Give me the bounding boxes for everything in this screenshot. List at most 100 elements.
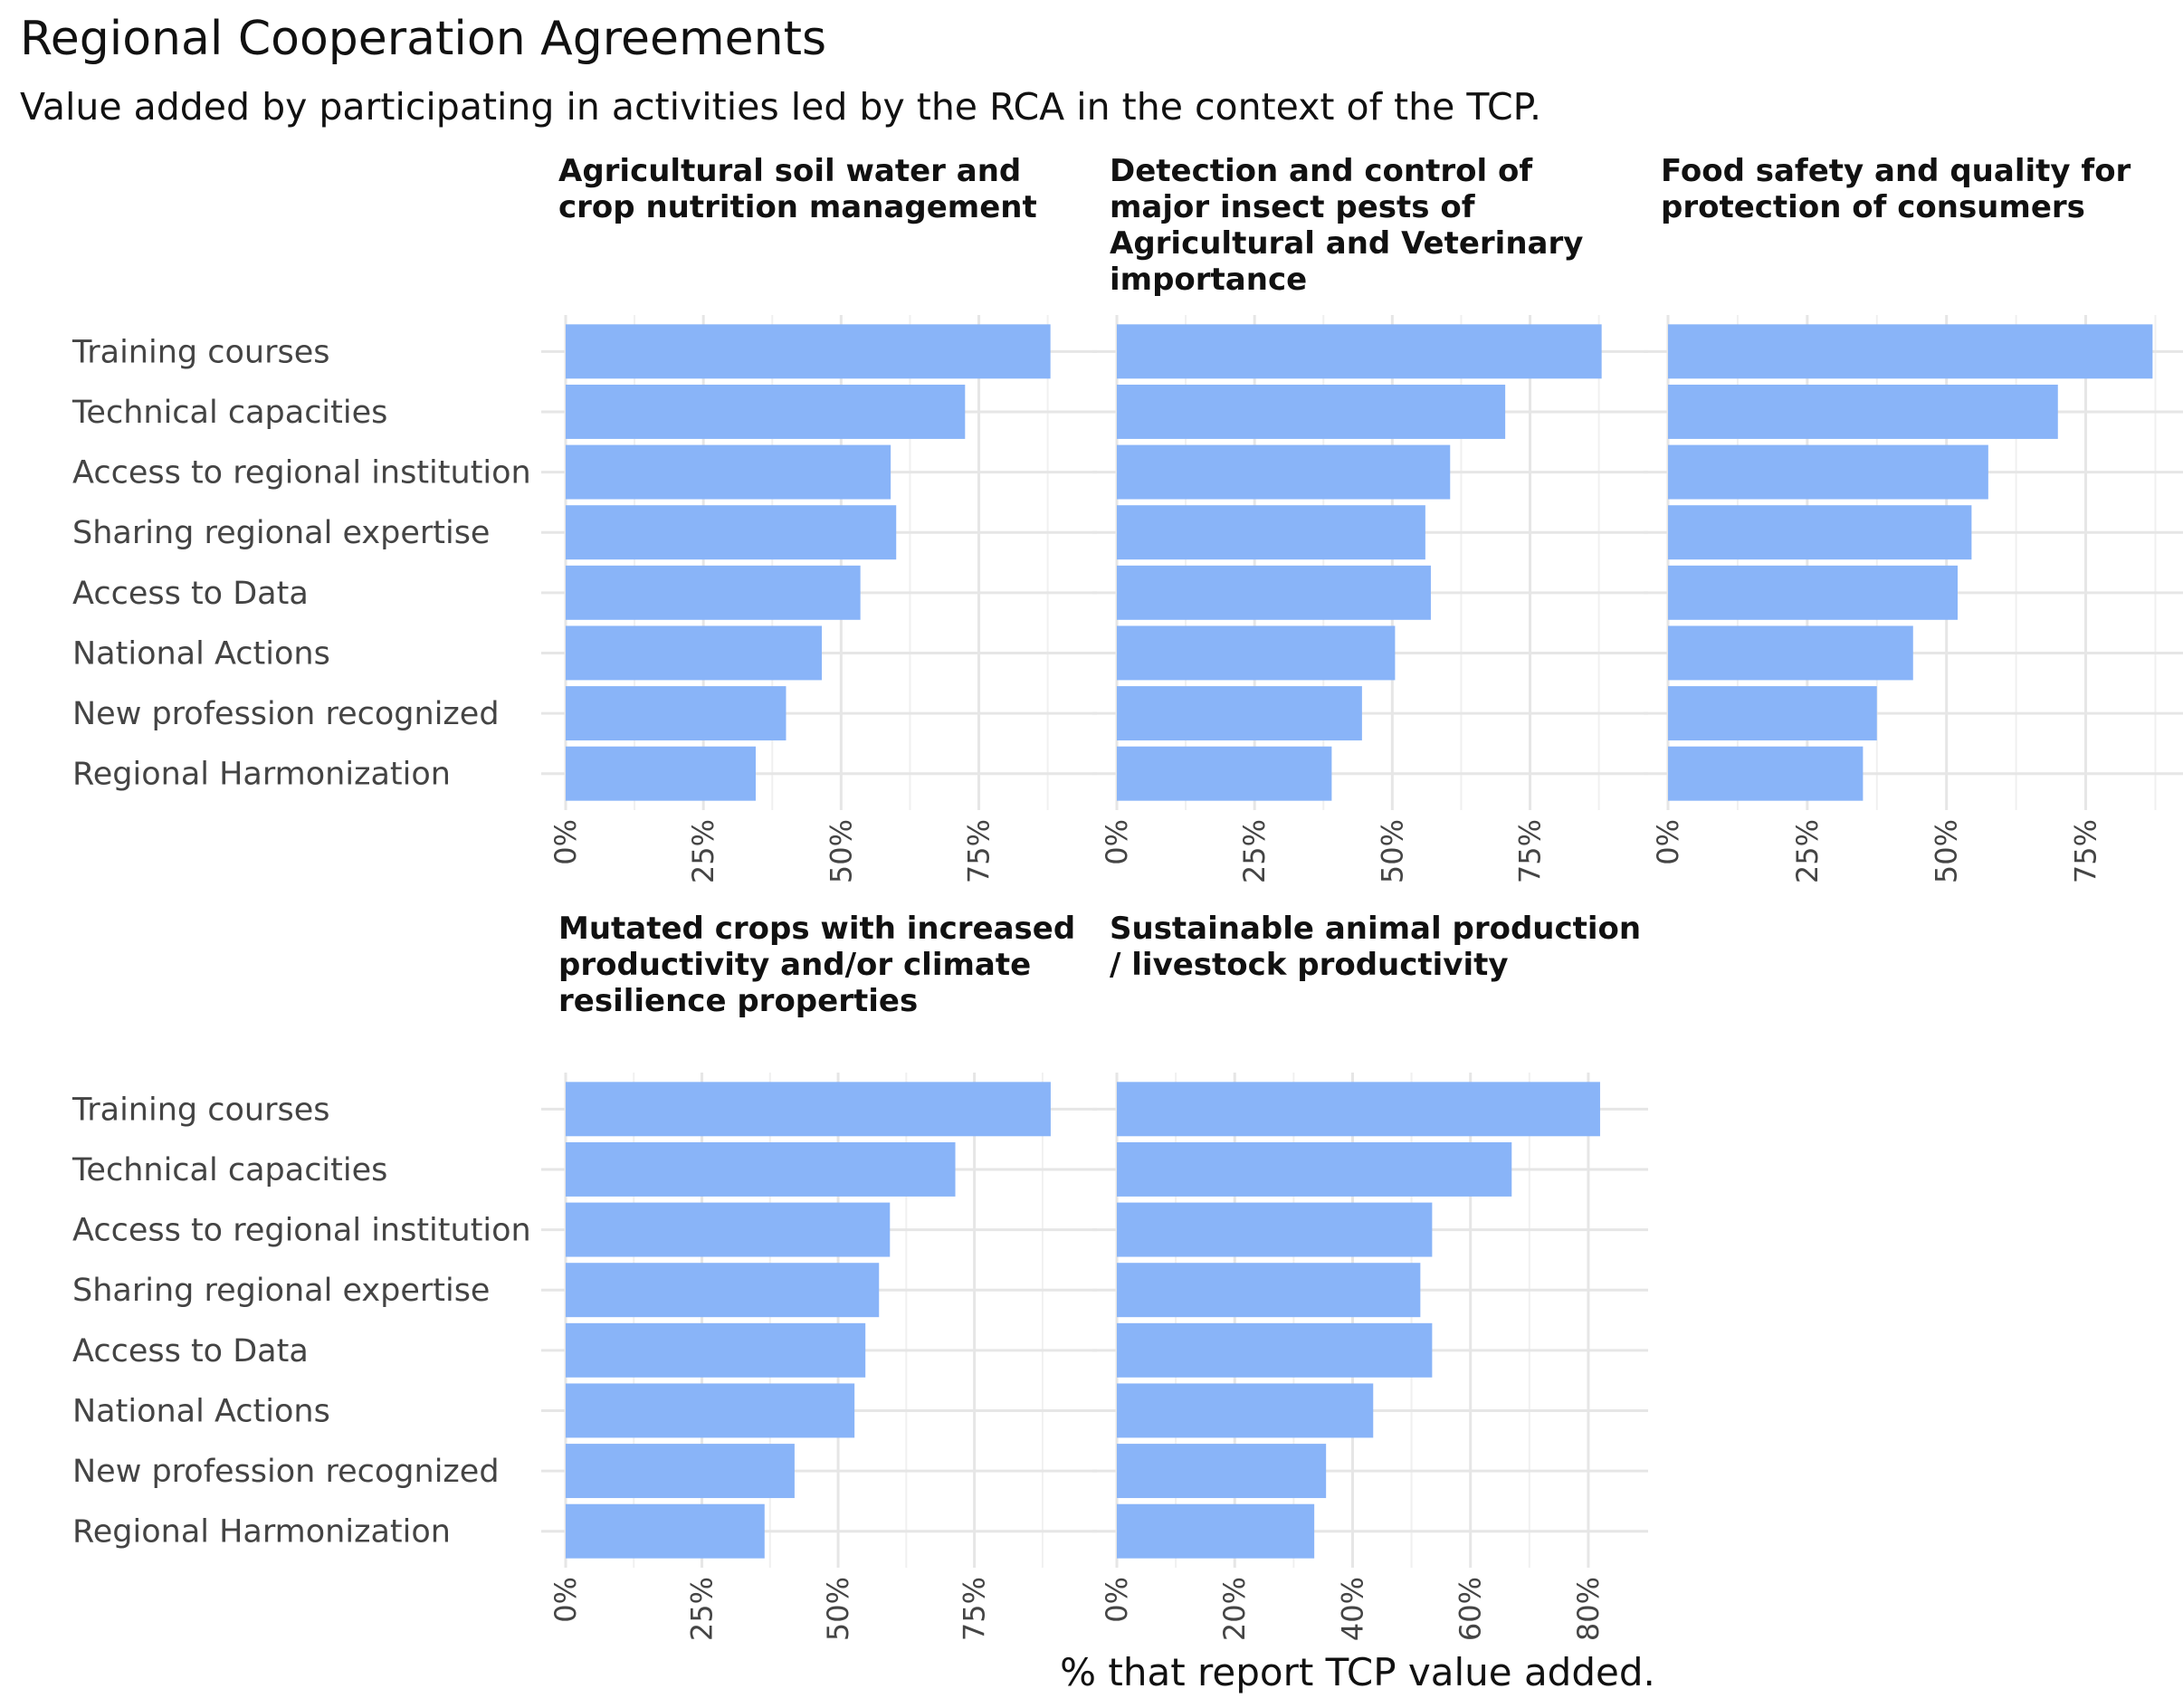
chart-title: Regional Cooperation Agreements	[20, 12, 826, 66]
category-label: Training courses	[71, 1092, 329, 1128]
bar	[566, 565, 861, 620]
bar	[566, 1202, 891, 1257]
category-label: Regional Harmonization	[72, 1514, 451, 1551]
facet-panel: Sustainable animal production / livestock…	[1092, 911, 1648, 1641]
facet-title-line: Mutated crops with increased	[558, 911, 1075, 947]
facet-title-line: importance	[1110, 262, 1307, 298]
x-tick-label: 75%	[958, 1577, 992, 1641]
facet-panel: Agricultural soil water and crop nutritio…	[71, 153, 1097, 883]
x-axis-title: % that report TCP value added.	[1060, 1650, 1655, 1694]
bar	[1668, 324, 2153, 379]
x-tick-label: 25%	[1237, 819, 1272, 883]
x-tick-label: 40%	[1335, 1577, 1369, 1641]
facet-title-line: major insect pests of	[1110, 189, 1476, 225]
x-tick-label: 60%	[1454, 1577, 1488, 1641]
bar	[1117, 505, 1425, 560]
category-label: Technical capacities	[71, 395, 387, 431]
category-label: Access to regional institution	[72, 455, 531, 491]
x-tick-label: 25%	[1790, 819, 1825, 883]
x-tick-label: 50%	[821, 1577, 855, 1641]
bar	[566, 384, 966, 439]
x-tick-label: 0%	[1100, 1577, 1134, 1623]
bar	[1668, 746, 1864, 801]
facet-panels: Agricultural soil water and crop nutritio…	[71, 153, 2183, 1641]
facet-title: Agricultural soil water and crop nutritio…	[558, 153, 1037, 225]
x-tick-label: 20%	[1217, 1577, 1252, 1641]
bar	[1668, 565, 1958, 620]
bar	[1668, 444, 1988, 500]
x-tick-label: 0%	[1651, 819, 1685, 865]
bar	[1668, 384, 2058, 439]
x-tick-label: 75%	[2069, 819, 2103, 883]
facet-title-line: Agricultural and Veterinary	[1110, 225, 1583, 262]
bar	[1117, 444, 1451, 500]
x-tick-label: 25%	[686, 819, 720, 883]
category-label: Sharing regional expertise	[72, 1273, 490, 1309]
chart-subtitle: Value added by participating in activiti…	[20, 85, 1541, 129]
category-label: Access to Data	[72, 1333, 309, 1369]
x-tick-label: 80%	[1571, 1577, 1606, 1641]
facet-title-line: Sustainable animal production	[1110, 911, 1641, 947]
bar	[1117, 1082, 1600, 1137]
facet-title-line: Agricultural soil water and	[558, 153, 1021, 189]
category-label: New profession recognized	[72, 1454, 500, 1490]
x-tick-label: 0%	[548, 1577, 583, 1623]
bar	[566, 505, 897, 560]
x-tick-label: 0%	[548, 819, 583, 865]
facet-panel: Detection and control of major insect pes…	[1092, 153, 1648, 883]
bar	[1117, 1202, 1433, 1257]
bar	[1117, 1322, 1433, 1378]
bar	[1117, 746, 1332, 801]
bar	[1117, 324, 1602, 379]
bar	[1117, 384, 1506, 439]
facet-title: Sustainable animal production / livestock…	[1110, 911, 1641, 983]
facet-title-line: Detection and control of	[1110, 153, 1533, 189]
category-label: National Actions	[72, 1393, 330, 1429]
bar	[566, 324, 1051, 379]
facet-title-line: productivity and/or climate	[558, 947, 1031, 983]
category-label: Access to Data	[72, 576, 309, 612]
bar	[1117, 565, 1431, 620]
category-label: New profession recognized	[72, 696, 500, 732]
x-tick-label: 25%	[685, 1577, 720, 1641]
facet-title: Mutated crops with increased productivity…	[558, 911, 1075, 1019]
category-label: Training courses	[71, 334, 329, 370]
bar	[1117, 1263, 1421, 1318]
facet-title-line: protection of consumers	[1661, 189, 2085, 225]
facet-title-line: resilience properties	[558, 983, 918, 1019]
bar	[566, 1503, 765, 1559]
bar	[1117, 1383, 1374, 1438]
bar	[566, 1263, 880, 1318]
category-label: Technical capacities	[71, 1152, 387, 1188]
bar	[1668, 625, 1913, 681]
bar	[1668, 686, 1877, 741]
x-tick-label: 50%	[1375, 819, 1409, 883]
category-label: National Actions	[72, 635, 330, 672]
bar	[566, 444, 891, 500]
bar	[566, 1141, 956, 1197]
bar	[1117, 686, 1362, 741]
x-tick-label: 75%	[1513, 819, 1548, 883]
facet-title: Detection and control of major insect pes…	[1110, 153, 1583, 298]
bar	[1117, 1444, 1327, 1499]
x-tick-label: 50%	[824, 819, 858, 883]
facet-title-line: Food safety and quality for	[1661, 153, 2131, 189]
facet-title-line: / livestock productivity	[1110, 947, 1509, 983]
bar	[1117, 1141, 1512, 1197]
category-label: Sharing regional expertise	[72, 515, 490, 551]
facet-panel: Mutated crops with increased productivity…	[71, 911, 1097, 1641]
bar	[1117, 1503, 1315, 1559]
bar	[566, 1383, 855, 1438]
bar	[566, 746, 756, 801]
bar	[566, 1322, 866, 1378]
x-tick-label: 50%	[1930, 819, 1964, 883]
x-tick-label: 0%	[1100, 819, 1134, 865]
bar	[566, 625, 823, 681]
bar	[1117, 625, 1396, 681]
x-tick-label: 75%	[962, 819, 996, 883]
facet-panel: Food safety and quality for protection of…	[1644, 153, 2183, 883]
bar	[566, 1082, 1051, 1137]
bar	[566, 686, 786, 741]
bar	[1668, 505, 1972, 560]
